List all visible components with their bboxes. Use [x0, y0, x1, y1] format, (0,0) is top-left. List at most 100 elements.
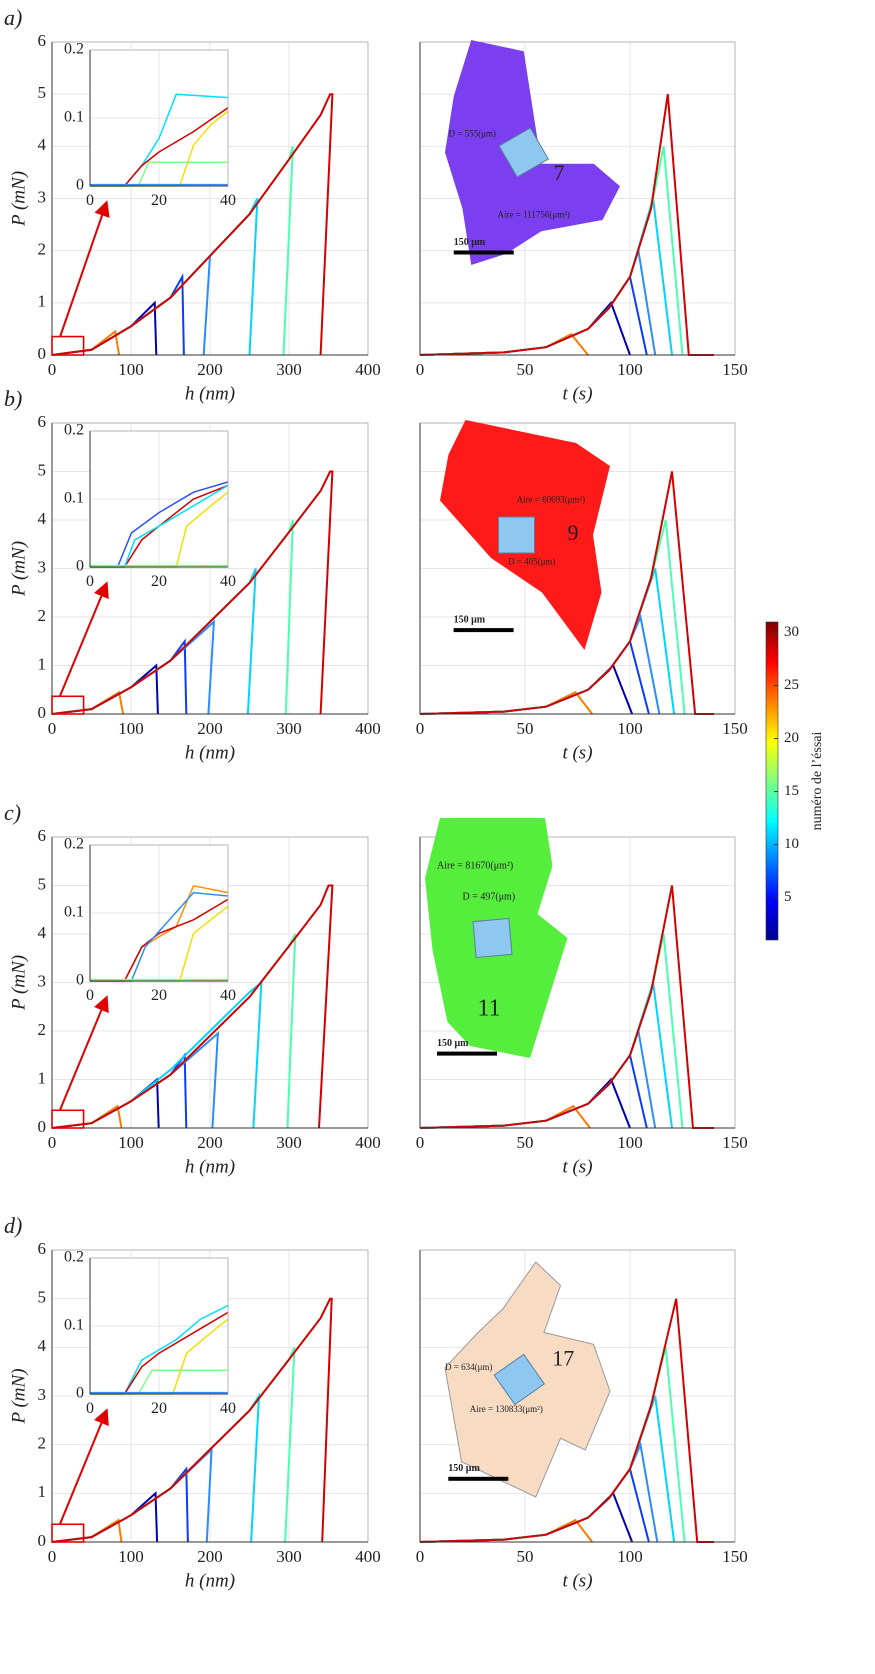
x-tick-label: 100 [118, 1133, 144, 1152]
y-tick-label: 6 [38, 412, 47, 431]
indenter-cube [498, 127, 550, 178]
grain-label: Aire = 111756(μm²) [498, 210, 570, 220]
x-tick-label: 200 [197, 1547, 223, 1566]
y-tick-label: 0 [38, 703, 47, 722]
y-tick-label: 6 [38, 31, 47, 50]
panel-label: c) [4, 800, 21, 825]
y-tick-label: 1 [38, 292, 47, 311]
y-tick-label: 0 [38, 1117, 47, 1136]
x-tick-label: 200 [197, 360, 223, 379]
x-tick-label: 20 [151, 192, 167, 209]
curve [52, 93, 334, 356]
y-tick-label: 0.2 [64, 422, 84, 439]
curve [52, 884, 334, 1129]
x-tick-label: 100 [118, 719, 144, 738]
y-axis-label: P (mN) [8, 541, 29, 597]
grain-label: D = 405(μm) [508, 557, 555, 567]
y-tick-label: 0.1 [64, 490, 84, 507]
series-group [52, 884, 334, 1129]
colorbar [765, 621, 779, 941]
zoom-arrow [59, 581, 109, 697]
curve [420, 1298, 714, 1543]
x-tick-label: 20 [151, 987, 167, 1004]
colorbar-tick-label: 5 [784, 889, 792, 905]
grain-label: D = 634(μm) [445, 1362, 492, 1372]
x-tick-label: 400 [355, 360, 381, 379]
x-tick-label: 50 [517, 1133, 534, 1152]
series-group [52, 1297, 333, 1543]
x-axis-label: t (s) [562, 383, 592, 404]
y-tick-label: 3 [38, 1385, 47, 1404]
colorbar-label: numéro de l’éssai [810, 732, 825, 831]
x-tick-label: 40 [220, 987, 236, 1004]
x-tick-label: 100 [617, 1133, 643, 1152]
grain-label: 150 μm [437, 1038, 469, 1049]
y-tick-label: 1 [38, 654, 47, 673]
y-tick-label: 0.1 [64, 109, 84, 126]
x-tick-label: 100 [118, 360, 144, 379]
x-tick-label: 0 [86, 987, 94, 1004]
y-tick-label: 5 [38, 460, 47, 479]
x-tick-label: 40 [220, 1400, 236, 1417]
y-tick-label: 0.2 [64, 41, 84, 58]
y-tick-label: 0 [76, 1385, 84, 1402]
x-tick-label: 50 [517, 360, 534, 379]
zoom-box [51, 1523, 85, 1543]
y-tick-label: 5 [38, 1288, 47, 1307]
colorbar-tick-label: 30 [784, 624, 799, 640]
y-axis-label: P (mN) [8, 955, 29, 1011]
x-tick-label: 150 [722, 360, 748, 379]
y-tick-label: 0 [76, 972, 84, 989]
y-tick-label: 2 [38, 1020, 47, 1039]
y-tick-label: 2 [38, 1434, 47, 1453]
zoom-box [51, 695, 85, 715]
y-tick-label: 1 [38, 1482, 47, 1501]
series-group [420, 885, 714, 1129]
grain-label: 150 μm [454, 237, 486, 248]
x-tick-label: 300 [276, 360, 302, 379]
y-tick-label: 4 [38, 135, 47, 154]
grain-label: Aire = 60693(μm²) [517, 495, 586, 505]
x-tick-label: 0 [416, 1547, 425, 1566]
y-tick-label: 6 [38, 1239, 47, 1258]
zoom-arrow [59, 200, 110, 338]
y-tick-label: 1 [38, 1068, 47, 1087]
y-axis-label: P (mN) [8, 1368, 29, 1424]
x-tick-label: 40 [220, 573, 236, 590]
colorbar-tick-label: 20 [784, 730, 799, 746]
grain-label: D = 497(μm) [463, 891, 516, 902]
y-tick-label: 3 [38, 187, 47, 206]
x-tick-label: 20 [151, 573, 167, 590]
grain-label: 17 [552, 1346, 574, 1371]
x-tick-label: 150 [722, 719, 748, 738]
x-axis-label: h (nm) [185, 742, 235, 763]
x-tick-label: 20 [151, 1400, 167, 1417]
y-tick-label: 2 [38, 606, 47, 625]
x-axis-label: t (s) [562, 1156, 592, 1177]
panel-label: a) [4, 5, 22, 30]
x-tick-label: 0 [48, 1133, 57, 1152]
y-tick-label: 0 [38, 344, 47, 363]
x-axis-label: t (s) [562, 1570, 592, 1591]
y-tick-label: 0 [76, 177, 84, 194]
x-tick-label: 200 [197, 719, 223, 738]
grain-label: 11 [478, 996, 501, 1022]
colorbar-tick-label: 15 [784, 783, 799, 799]
curve [52, 470, 334, 715]
grain-label: 150 μm [448, 1463, 480, 1474]
grain-label: 150 μm [454, 614, 486, 625]
x-axis-label: h (nm) [185, 1156, 235, 1177]
zoom-box [51, 335, 85, 356]
y-tick-label: 5 [38, 874, 47, 893]
zoom-arrow [59, 995, 109, 1111]
x-tick-label: 0 [416, 360, 425, 379]
curve [420, 94, 714, 356]
x-tick-label: 400 [355, 719, 381, 738]
x-tick-label: 150 [722, 1547, 748, 1566]
panel-label: b) [4, 386, 22, 411]
scale-bar [437, 1051, 497, 1056]
y-tick-label: 4 [38, 509, 47, 528]
indenter-cube [493, 1353, 546, 1406]
